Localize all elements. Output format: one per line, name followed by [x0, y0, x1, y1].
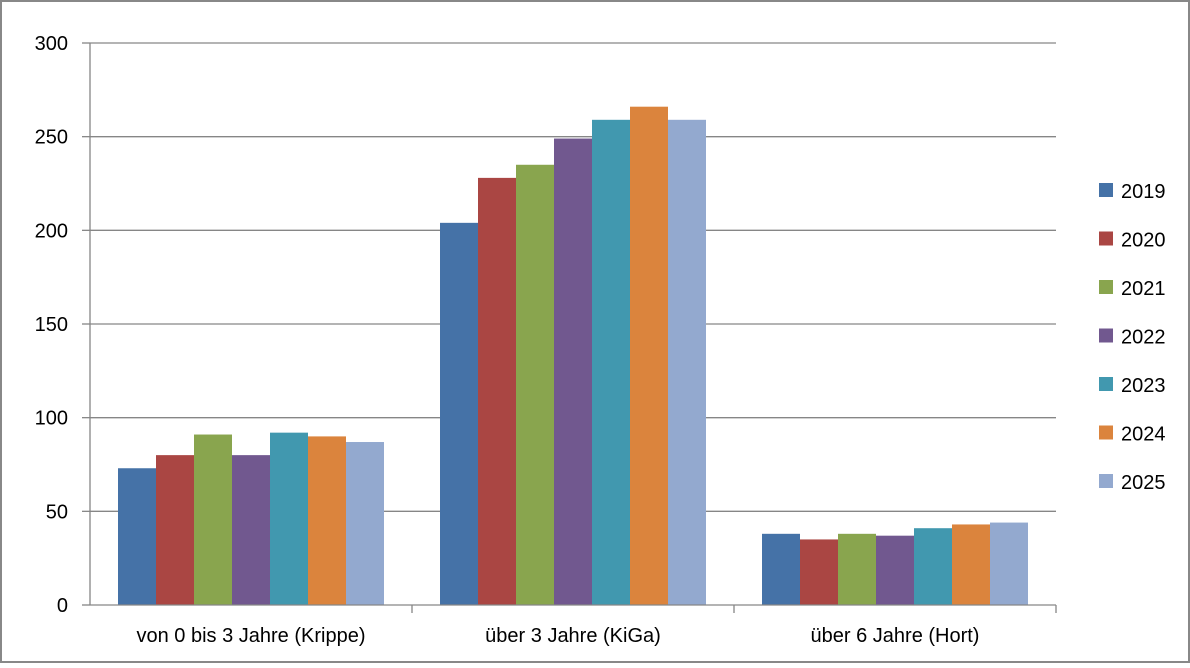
- legend-swatch: [1099, 377, 1113, 391]
- axes: [82, 42, 1057, 613]
- bar-2019-3: [762, 533, 800, 605]
- bars: [118, 106, 1028, 606]
- bar-2022-1: [232, 455, 270, 605]
- legend-item-2025[interactable]: 2025: [1099, 472, 1166, 494]
- legend-item-2019[interactable]: 2019: [1099, 181, 1166, 203]
- legend-swatch: [1099, 231, 1113, 246]
- bar-2020-1: [156, 455, 194, 605]
- legend-swatch: [1099, 280, 1113, 294]
- legend-label: 2022: [1121, 327, 1166, 349]
- bar-2022-2: [554, 138, 592, 606]
- y-tick-label: 200: [35, 220, 68, 242]
- y-tick-label: 0: [57, 595, 68, 617]
- bar-2024-3: [952, 524, 990, 605]
- legend-label: 2025: [1121, 472, 1166, 494]
- legend-item-2023[interactable]: 2023: [1099, 375, 1166, 397]
- legend-label: 2019: [1121, 181, 1166, 203]
- legend-swatch: [1099, 425, 1113, 440]
- legend[interactable]: 2019 2020 2021 2022 2023 2024 2025: [1099, 181, 1166, 494]
- legend-label: 2021: [1121, 278, 1166, 300]
- x-tick-labels: von 0 bis 3 Jahre (Krippe) über 3 Jahre (…: [136, 625, 979, 647]
- bar-2021-2: [516, 164, 554, 605]
- y-tick-labels: 0 50 100 150 200 250 300: [35, 33, 68, 617]
- bar-2025-3: [990, 522, 1028, 605]
- legend-item-2021[interactable]: 2021: [1099, 278, 1166, 300]
- legend-item-2024[interactable]: 2024: [1099, 424, 1166, 446]
- legend-label: 2023: [1121, 375, 1166, 397]
- bar-2019-1: [118, 468, 156, 605]
- legend-label: 2024: [1121, 424, 1166, 446]
- y-tick-label: 300: [35, 33, 68, 55]
- bar-2020-3: [800, 539, 838, 605]
- legend-swatch: [1099, 183, 1113, 197]
- legend-swatch: [1099, 328, 1113, 343]
- x-tick-label: von 0 bis 3 Jahre (Krippe): [136, 625, 365, 647]
- y-tick-label: 100: [35, 408, 68, 430]
- y-tick-label: 250: [35, 127, 68, 149]
- bar-2023-2: [592, 119, 630, 605]
- x-tick-label: über 3 Jahre (KiGa): [485, 625, 661, 647]
- bar-2024-1: [308, 436, 346, 605]
- bar-2023-3: [914, 528, 952, 605]
- bar-2024-2: [630, 106, 668, 606]
- y-tick-label: 50: [46, 501, 68, 523]
- legend-item-2022[interactable]: 2022: [1099, 327, 1166, 349]
- bar-2019-2: [440, 222, 478, 605]
- bar-2020-2: [478, 177, 516, 605]
- bar-2021-1: [194, 434, 232, 605]
- y-tick-label: 150: [35, 314, 68, 336]
- bar-2025-2: [668, 119, 706, 605]
- bar-2025-1: [346, 442, 384, 605]
- bar-2021-3: [838, 533, 876, 605]
- bar-2022-3: [876, 535, 914, 605]
- legend-label: 2020: [1121, 230, 1166, 252]
- legend-swatch: [1099, 474, 1113, 488]
- x-tick-label: über 6 Jahre (Hort): [811, 625, 980, 647]
- legend-item-2020[interactable]: 2020: [1099, 230, 1166, 252]
- bar-2023-1: [270, 432, 308, 605]
